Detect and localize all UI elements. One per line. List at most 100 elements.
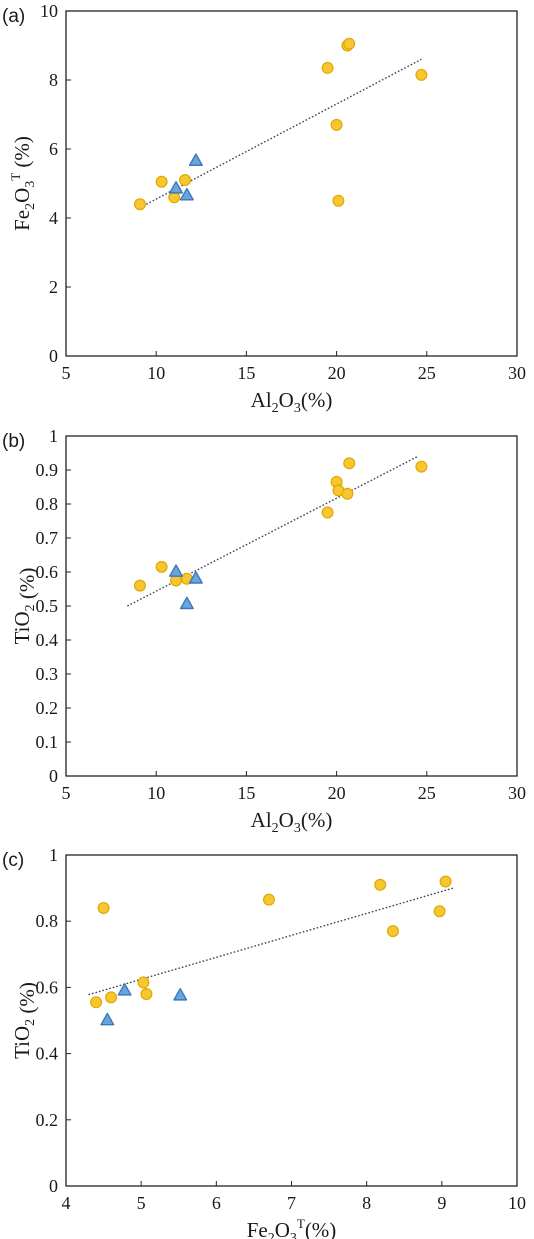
x-tick-label: 10 [147,783,165,803]
label-part: O [279,808,294,832]
y-tick-label: 0 [49,1176,58,1196]
label-part: Al [251,388,272,412]
data-point-circle [415,68,428,81]
label-part: O [275,1218,290,1239]
data-point-circle [105,991,118,1004]
y-tick-label: 0.8 [36,494,59,514]
label-part: (%) [301,808,332,832]
label-part: O [279,388,294,412]
y-tick-label: 0.8 [36,911,59,931]
label-subscript: 2 [23,604,38,611]
label-subscript: 3 [23,181,38,188]
x-tick-label: 10 [508,1193,526,1213]
y-tick-label: 0.5 [36,596,59,616]
x-tick-label: 4 [62,1193,71,1213]
label-part: Al [251,808,272,832]
y-tick-label: 0.6 [36,562,59,582]
y-tick-label: 0.4 [36,630,59,650]
x-axis-label: Al2O3(%) [251,808,333,836]
plot-frame [65,10,518,357]
y-tick-label: 0.3 [36,664,59,684]
y-axis-label: TiO2 (%) [10,982,39,1059]
data-point-triangle [179,187,194,201]
panel-label: (c) [2,850,24,871]
label-subscript: 3 [290,1231,297,1239]
data-point-triangle [188,153,203,166]
x-axis-label: Fe2O3T(%) [247,1216,337,1239]
label-superscript: T [297,1216,305,1231]
label-subscript: 3 [294,401,301,416]
y-tick-label: 0.6 [36,977,59,997]
label-subscript: 2 [268,1231,275,1239]
data-point-triangle [188,571,203,584]
label-subscript: 3 [294,821,301,836]
label-part: (%) [15,982,39,1019]
label-superscript: T [8,173,23,181]
label-part: TiO [10,611,34,644]
data-point-circle [343,37,356,50]
data-point-circle [321,61,334,74]
y-tick-label: 1 [49,426,58,446]
y-tick-label: 0 [49,766,58,786]
label-part: (%) [301,388,332,412]
data-point-circle [386,925,399,938]
data-point-circle [137,976,150,989]
x-tick-label: 5 [62,363,71,383]
data-point-circle [155,175,168,188]
x-tick-label: 6 [212,1193,221,1213]
y-tick-label: 0 [49,346,58,366]
data-point-circle [374,878,387,891]
x-tick-label: 15 [237,783,255,803]
data-point-circle [343,457,356,470]
y-tick-label: 0.4 [36,1044,59,1064]
x-tick-label: 25 [418,783,436,803]
data-point-circle [341,487,354,500]
data-point-circle [133,579,146,592]
x-tick-label: 25 [418,363,436,383]
label-subscript: 2 [23,203,38,210]
y-tick-label: 0.9 [36,460,59,480]
label-subscript: 2 [272,401,279,416]
x-axis-label: Al2O3(%) [251,388,333,416]
y-tick-label: 1 [49,845,58,865]
x-tick-label: 30 [508,363,526,383]
y-tick-label: 2 [49,277,58,297]
label-subscript: 2 [272,821,279,836]
y-tick-label: 0.7 [36,528,59,548]
data-point-circle [330,118,343,131]
plot-frame [65,854,518,1187]
data-point-triangle [169,564,184,577]
data-point-circle [179,174,192,187]
data-point-circle [133,198,146,211]
label-part: O [10,188,34,203]
data-point-triangle [100,1012,115,1026]
data-point-circle [155,560,168,573]
data-point-triangle [179,596,194,610]
data-point-triangle [117,983,132,996]
x-tick-label: 15 [237,363,255,383]
plot-frame [65,435,518,777]
x-tick-label: 5 [137,1193,146,1213]
y-tick-label: 10 [40,1,58,21]
label-part: TiO [10,1026,34,1059]
chart-panel-b: (b) 5 10 15 20 25 30 0 0.1 0.2 0.3 0.4 0.5 0.6 0.7 0.8 0… [2,426,526,836]
y-tick-label: 0.1 [36,732,59,752]
label-part: Fe [10,210,34,231]
x-tick-label: 5 [62,783,71,803]
data-point-triangle [169,180,184,194]
x-tick-label: 9 [437,1193,446,1213]
y-axis-label: TiO2 (%) [10,568,39,645]
y-tick-label: 4 [49,208,58,228]
data-point-circle [321,506,334,519]
panel-label: (a) [2,6,25,27]
data-point-circle [262,893,275,906]
y-tick-label: 6 [49,139,58,159]
data-point-circle [439,875,452,888]
x-tick-label: 20 [328,363,346,383]
data-point-triangle [173,987,188,1001]
x-tick-label: 8 [362,1193,371,1213]
data-point-circle [97,901,110,914]
